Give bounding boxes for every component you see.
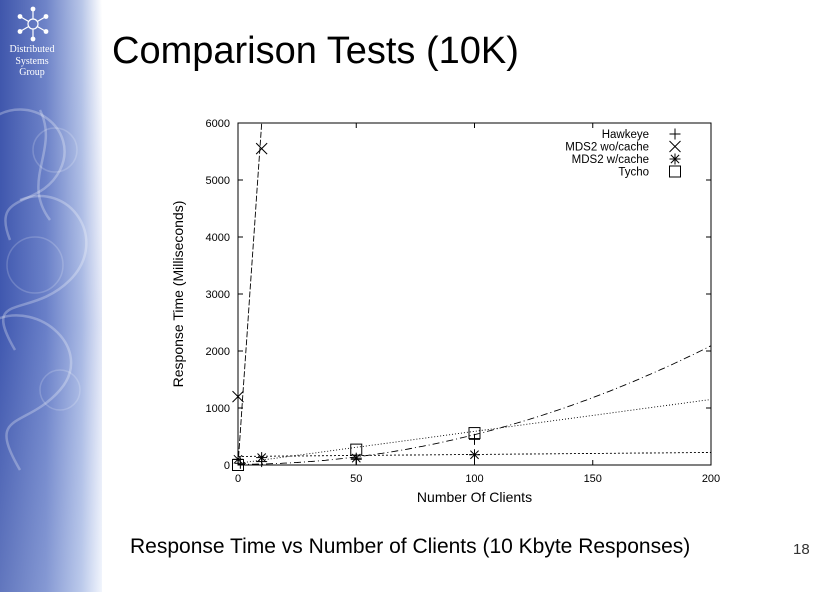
y-tick-label: 2000 [206,346,230,358]
x-tick-label: 150 [584,473,602,485]
data-point-mds2-w-cache [469,449,480,461]
page-number: 18 [793,541,810,558]
network-logo-icon [17,6,49,42]
y-axis-title: Response Time (Milliseconds) [170,201,186,388]
sidebar-gradient [0,0,102,592]
x-axis-title: Number Of Clients [417,489,532,505]
x-tick-label: 200 [702,473,720,485]
sidebar-decoration: Distributed Systems Group [0,0,102,592]
legend-marker [669,165,681,178]
legend-marker [669,140,681,153]
y-tick-label: 1000 [206,403,230,415]
x-tick-label: 100 [465,473,483,485]
legend-label: MDS2 w/cache [572,154,649,166]
legend-marker [669,153,681,165]
legend-label: Hawkeye [602,129,649,141]
x-tick-label: 0 [235,473,241,485]
data-point-tycho [232,459,244,471]
data-point-tycho [350,443,363,456]
y-tick-label: 3000 [206,289,230,301]
legend-label: Tycho [618,167,649,179]
data-point-hawkeye [469,433,480,445]
data-point-mds2-wo-cache [232,390,244,403]
slide-caption: Response Time vs Number of Clients (10 K… [130,535,691,558]
logo-text: Distributed Systems Group [0,44,64,79]
fit-line-hawkeye [238,345,711,465]
legend-label: MDS2 wo/cache [565,142,649,154]
logo-line: Systems [15,55,49,67]
y-tick-label: 6000 [206,118,230,130]
logo-line: Distributed [9,44,55,55]
data-point-tycho [468,427,481,440]
legend-marker [669,128,681,140]
x-tick-label: 50 [350,473,362,485]
sidebar-swirl-pattern [0,108,88,471]
y-tick-label: 5000 [206,175,230,187]
slide-title: Comparison Tests (10K) [112,30,519,72]
y-tick-label: 0 [224,460,230,472]
y-tick-label: 4000 [206,232,230,244]
logo-line: Group [19,67,45,78]
data-point-mds2-wo-cache [255,142,268,155]
data-point-mds2-w-cache [256,452,268,464]
